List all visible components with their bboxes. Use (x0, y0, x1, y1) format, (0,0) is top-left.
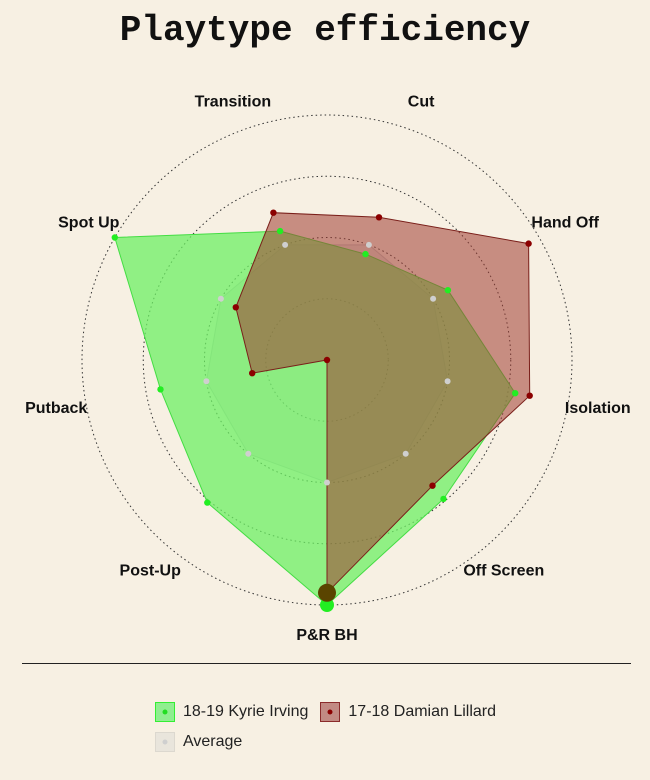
point-18-19-kyrie-irving-putback (157, 386, 164, 393)
point-average-p-r-bh (324, 479, 330, 486)
series-points (111, 209, 533, 612)
legend-item-average: Average (155, 732, 242, 752)
point-17-18-damian-lillard-post-up (323, 356, 331, 364)
axis-label-transition: Transition (195, 94, 271, 111)
legend-label-lillard: 17-18 Damian Lillard (348, 703, 497, 720)
chart-title: Playtype efficiency (119, 10, 531, 51)
point-18-19-kyrie-irving-off-screen (440, 495, 447, 503)
polygon-17-18-damian-lillard (235, 212, 531, 595)
axis-label-off-screen: Off Screen (463, 563, 544, 580)
point-17-18-damian-lillard-putback (249, 370, 256, 377)
point-17-18-damian-lillard-off-screen (429, 482, 436, 489)
axis-label-isolation: Isolation (565, 400, 631, 417)
point-18-19-kyrie-irving-isolation (512, 390, 519, 397)
point-18-19-kyrie-irving-p-r-bh (320, 598, 334, 612)
legend-swatch-average (155, 732, 175, 752)
point-17-18-damian-lillard-p-r-bh (318, 583, 336, 602)
point-average-transition (282, 241, 289, 248)
point-average-isolation (444, 378, 451, 385)
legend-swatch-lillard (320, 702, 341, 722)
point-18-19-kyrie-irving-hand-off (444, 287, 452, 294)
radar-chart: P&R BH Off Screen Isolation Hand Off Cut Tran… (25, 94, 631, 644)
legend-swatch-kyrie (155, 702, 175, 722)
point-18-19-kyrie-irving-spot-up (111, 234, 119, 241)
axis-label-post-up: Post-Up (120, 563, 182, 580)
axis-label-spot-up: Spot Up (58, 215, 120, 232)
point-average-off-screen (402, 450, 409, 457)
point-average-spot-up (217, 295, 224, 302)
legend-item-kyrie: 18-19 Kyrie Irving (155, 702, 308, 722)
axis-label-putback: Putback (25, 400, 87, 417)
point-18-19-kyrie-irving-transition (276, 227, 284, 235)
point-18-19-kyrie-irving-post-up (204, 499, 211, 506)
legend: 18-19 Kyrie Irving 17-18 Damian Lillard … (155, 697, 575, 757)
axis-label-cut: Cut (408, 94, 435, 111)
point-17-18-damian-lillard-hand-off (525, 240, 532, 247)
point-average-hand-off (430, 295, 437, 302)
legend-label-kyrie: 18-19 Kyrie Irving (183, 703, 309, 720)
point-average-post-up (245, 450, 252, 457)
legend-divider (22, 663, 631, 664)
point-18-19-kyrie-irving-cut (362, 250, 369, 258)
point-17-18-damian-lillard-transition (270, 209, 277, 216)
axis-labels: P&R BH Off Screen Isolation Hand Off Cut Tran… (25, 94, 631, 644)
axis-label-p-r-bh: P&R BH (296, 627, 357, 644)
point-17-18-damian-lillard-cut (375, 214, 383, 221)
point-average-putback (203, 378, 210, 385)
point-average-cut (365, 241, 372, 248)
series-polygons (114, 212, 531, 606)
point-17-18-damian-lillard-isolation (526, 392, 533, 399)
grid-ring-4 (81, 114, 573, 606)
point-17-18-damian-lillard-spot-up (232, 304, 239, 311)
axis-label-hand-off: Hand Off (531, 215, 599, 232)
legend-item-lillard: 17-18 Damian Lillard (320, 702, 496, 722)
legend-label-average: Average (183, 733, 243, 750)
